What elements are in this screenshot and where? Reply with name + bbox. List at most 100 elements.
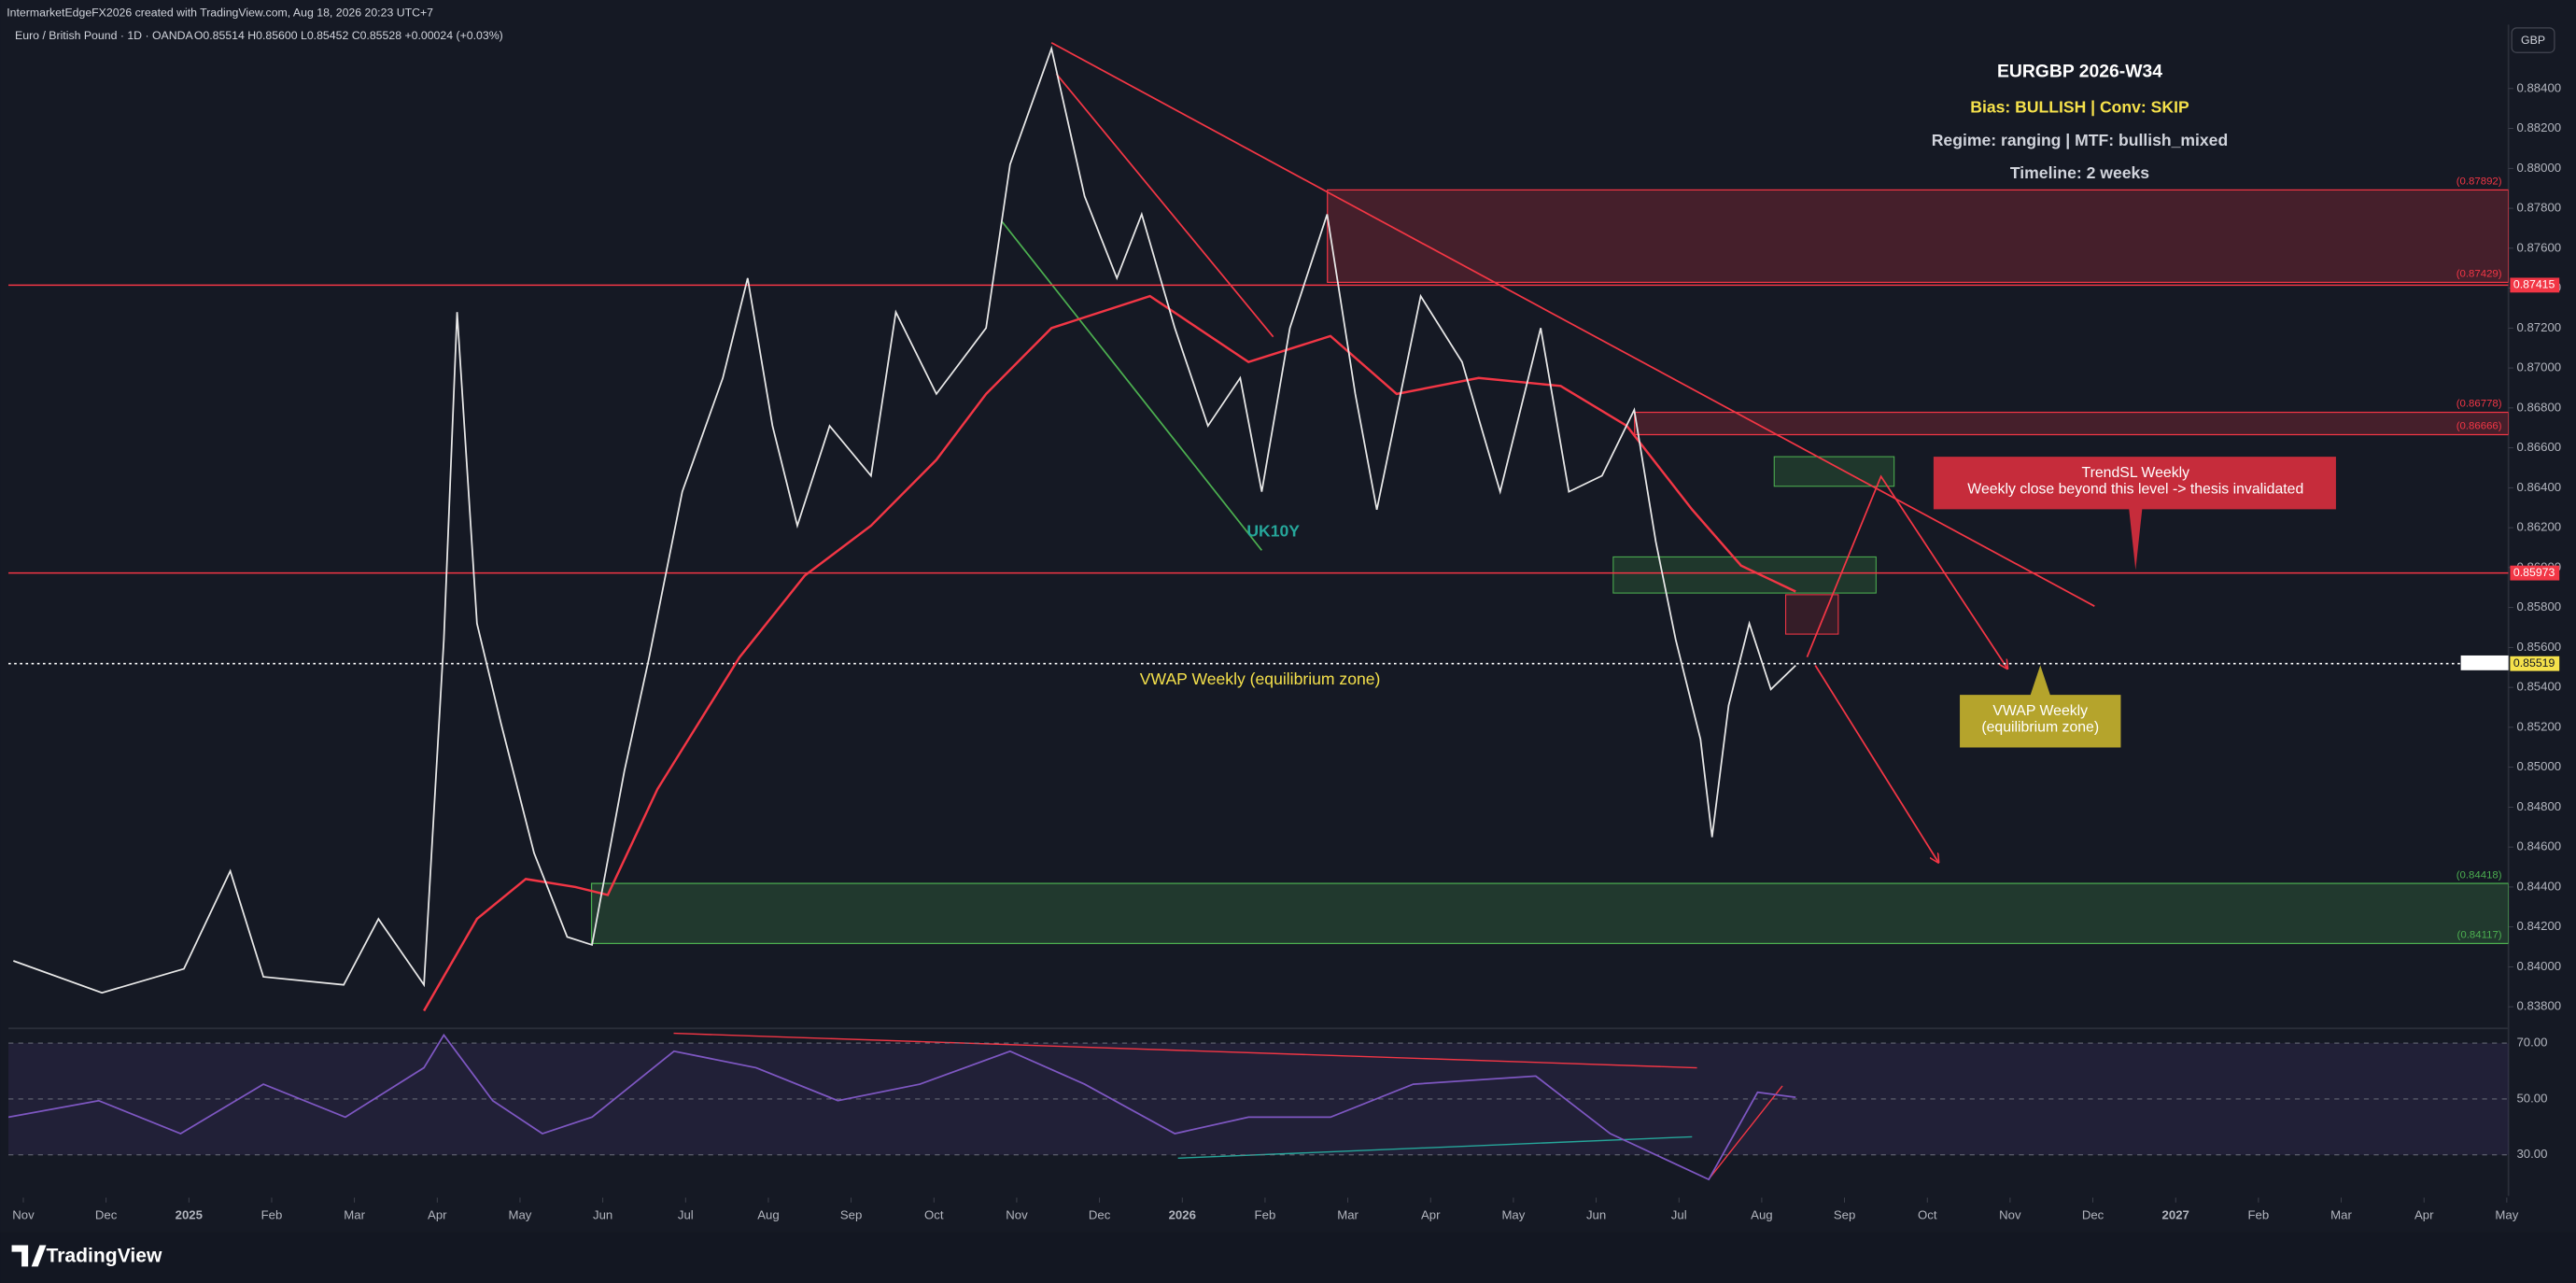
ma-line [423, 294, 1796, 1012]
rsi-trend-line [673, 1032, 1697, 1069]
y-tick-label: 0.84600 [2516, 839, 2561, 853]
y-tick-label: 0.84800 [2516, 799, 2561, 813]
y-tick-label: 0.87800 [2516, 201, 2561, 215]
level-badge [2510, 565, 2560, 581]
footer [0, 1232, 2576, 1283]
zone-label: (0.87892) [2456, 176, 2502, 188]
x-tick-label: Apr [1421, 1207, 1441, 1221]
x-tick-label: Sep [840, 1207, 862, 1221]
x-tick-label: Oct [1918, 1207, 1937, 1221]
x-tick-label: Dec [1089, 1207, 1111, 1221]
callout-text: (equilibrium zone) [1981, 720, 2099, 736]
zone-label: (0.86778) [2456, 399, 2502, 410]
x-tick-label: May [1501, 1207, 1525, 1221]
x-tick-label: Mar [2330, 1207, 2352, 1221]
callout-shape [1960, 665, 2121, 748]
x-tick-label: Jul [678, 1207, 694, 1221]
y-tick-label: 0.87000 [2516, 360, 2561, 374]
drawings [1001, 41, 2095, 863]
info-title: EURGBP 2026-W34 [1997, 62, 2162, 82]
level-label: 0.85973 [2513, 566, 2555, 579]
callout-text: Weekly close beyond this level -> thesis… [1967, 481, 2303, 497]
y-tick-label: 0.86200 [2516, 520, 2561, 534]
y-tick-label: 0.86800 [2516, 400, 2561, 414]
y-tick-label: 0.88000 [2516, 161, 2561, 175]
rsi-tick-label: 30.00 [2516, 1147, 2547, 1161]
y-tick-label: 0.85000 [2516, 759, 2561, 773]
x-tick-label: Apr [2414, 1207, 2434, 1221]
x-tick-label: Aug [1751, 1207, 1772, 1221]
x-tick-label: Sep [1834, 1207, 1855, 1221]
currency-label[interactable]: GBP [2521, 34, 2545, 47]
y-tick-label: 0.87600 [2516, 240, 2561, 254]
uk10y-label: UK10Y [1246, 522, 1300, 541]
rsi-tick-label: 50.00 [2516, 1091, 2547, 1105]
y-tick-label: 0.88400 [2516, 80, 2561, 94]
y-tick-label: 0.85800 [2516, 599, 2561, 613]
x-tick-label: May [2495, 1207, 2518, 1221]
x-tick-label: Feb [2248, 1207, 2270, 1221]
callout-text: TrendSL Weekly [2082, 465, 2190, 481]
zone-label: (0.86666) [2456, 421, 2502, 432]
callout-text: VWAP Weekly [1992, 703, 2088, 719]
x-tick-label: Nov [1006, 1207, 1028, 1221]
x-tick-label: Apr [428, 1207, 447, 1221]
price-line [13, 45, 1796, 994]
trend-line [1050, 41, 1331, 195]
zone [1327, 189, 2509, 283]
x-tick-label: Dec [95, 1207, 118, 1221]
trend-line [1001, 220, 1263, 551]
level-badge [2510, 277, 2560, 293]
trend-line [1330, 192, 2095, 607]
logo-mark [11, 1245, 47, 1267]
brand: TradingView [46, 1245, 162, 1266]
y-tick-label: 0.85200 [2516, 719, 2561, 733]
trend-line [1055, 73, 1274, 338]
rsi-trend-line [1708, 1085, 1783, 1180]
vwap-callout: VWAP Weekly (equilibrium zone) [1960, 665, 2121, 748]
x-tick-label: Mar [344, 1207, 365, 1221]
callout-shape [1933, 457, 2336, 571]
x-tick-label: Aug [757, 1207, 779, 1221]
y-tick-label: 0.87200 [2516, 320, 2561, 334]
zone [1634, 411, 2509, 436]
x-tick-label: Feb [1255, 1207, 1276, 1221]
watermark: IntermarketEdgeFX2026 created with Tradi… [7, 6, 433, 19]
info-box: EURGBP 2026-W34 Bias: BULLISH | Conv: SK… [1932, 62, 2228, 183]
x-tick-label: Jun [593, 1207, 612, 1221]
x-tick-label: Oct [924, 1207, 944, 1221]
y-tick-label: 0.86400 [2516, 480, 2561, 494]
y-tick-label: 0.86600 [2516, 440, 2561, 454]
y-tick-label: 0.84400 [2516, 879, 2561, 893]
symbol: Euro / British Pound · 1D · OANDA [15, 29, 193, 42]
currency-button[interactable] [2511, 27, 2555, 53]
projection-arrow [1814, 665, 1938, 863]
x-tick-label: 2027 [2162, 1207, 2189, 1221]
y-tick-label: 0.84200 [2516, 919, 2561, 933]
x-tick-label: Jun [1586, 1207, 1606, 1221]
x-tick-label: Mar [1337, 1207, 1358, 1221]
zone-label: (0.84418) [2456, 869, 2502, 881]
trendsl-callout: TrendSL Weekly Weekly close beyond this … [1933, 457, 2336, 571]
zone [590, 882, 2509, 945]
rsi-line [8, 1033, 1796, 1181]
rsi-tick-label: 70.00 [2516, 1036, 2547, 1050]
x-tick-label: Jul [1671, 1207, 1687, 1221]
x-tick-label: Feb [261, 1207, 283, 1221]
rsi-pane [8, 1032, 2509, 1181]
y-tick-label: 0.88200 [2516, 120, 2561, 134]
demand-box [1612, 556, 1877, 594]
zone-label: (0.87429) [2456, 269, 2502, 280]
axes: 0.83800 0.84000 0.84200 0.84400 0.84600 0.848… [12, 80, 2561, 1221]
x-tick-label: May [508, 1207, 531, 1221]
info-bias: Bias: BULLISH | Conv: SKIP [1970, 98, 2189, 117]
last-price-badge [2460, 655, 2509, 670]
x-tick-label: 2026 [1169, 1207, 1196, 1221]
x-tick-label: Nov [1999, 1207, 2021, 1221]
y-tick-label: 0.85600 [2516, 640, 2561, 654]
info-timeline: Timeline: 2 weeks [2010, 163, 2149, 182]
y-tick-label: 0.85400 [2516, 680, 2561, 694]
